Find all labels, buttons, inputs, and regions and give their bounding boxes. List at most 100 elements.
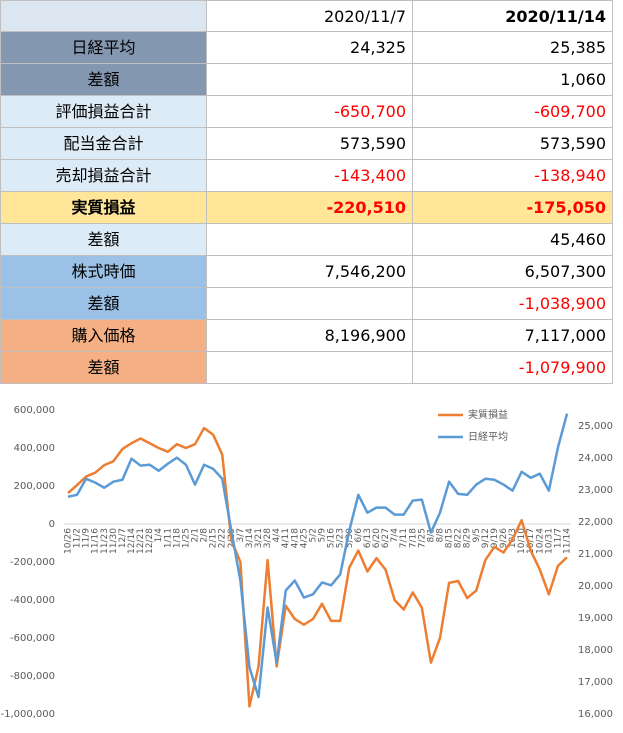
x-tick-label: 7/18 [408,528,418,548]
table-row: 実質損益 -220,510 -175,050 [0,192,613,224]
y-tick-label: 200,000 [14,481,55,492]
value-cell: 573,590 [413,128,613,160]
row-label: 配当金合計 [0,128,207,160]
x-tick-label: 9/19 [490,528,500,548]
x-tick-label: 2/22 [218,528,228,548]
y-tick-label: -400,000 [10,595,55,606]
x-tick-label: 10/24 [535,528,545,554]
y-tick-label: 0 [49,519,55,530]
y-tick-label: 400,000 [14,443,55,454]
x-tick-label: 5/23 [336,528,346,548]
x-tick-label: 4/25 [299,528,309,548]
header-row: 2020/11/7 2020/11/14 [0,0,613,32]
x-tick-label: 8/29 [463,528,473,548]
x-tick-label: 8/15 [445,528,455,548]
x-tick-label: 3/7 [236,528,246,542]
row-label: 評価損益合計 [0,96,207,128]
x-tick-label: 7/4 [390,528,400,543]
x-tick-label: 12/7 [118,528,128,548]
x-tick-label: 11/2 [73,528,83,548]
value-cell: 8,196,900 [207,320,413,352]
row-label: 購入価格 [0,320,207,352]
y-tick-label: -600,000 [10,633,55,644]
y-tick-label: 600,000 [14,405,55,416]
header-cell [0,0,207,32]
value-cell: 24,325 [207,32,413,64]
table: 2020/11/7 2020/11/14 日経平均 24,325 25,385 差額 1,0… [0,0,613,384]
y-tick-label: -1,000,000 [0,709,55,720]
x-tick-label: 12/14 [127,528,137,554]
value-cell: -609,700 [413,96,613,128]
header-cell: 2020/11/7 [207,0,413,32]
x-tick-label: 12/28 [145,528,155,554]
x-tick-label: 1/18 [172,528,182,548]
x-tick-label: 5/16 [327,528,337,548]
table-row: 評価損益合計 -650,700 -609,700 [0,96,613,128]
y2-tick-label: 17,000 [578,677,613,688]
row-label: 売却損益合計 [0,160,207,192]
value-cell: -143,400 [207,160,413,192]
x-tick-label: 5/30 [345,528,355,548]
value-cell [207,64,413,96]
x-tick-label: 8/8 [435,528,445,543]
x-tick-label: 3/14 [245,528,255,548]
x-tick-label: 2/15 [209,528,219,548]
y-tick-label: -200,000 [10,557,55,568]
x-tick-label: 2/8 [200,528,210,543]
table-row: 株式時価 7,546,200 6,507,300 [0,256,613,288]
x-tick-label: 1/4 [154,528,164,543]
value-cell [207,352,413,384]
legend-label: 実質損益 [468,408,508,421]
row-label: 差額 [0,288,207,320]
x-tick-label: 10/26 [64,528,74,554]
value-cell [207,224,413,256]
y2-tick-label: 21,000 [578,549,613,560]
x-tick-label: 9/26 [499,528,509,548]
value-cell: -650,700 [207,96,413,128]
chart: -1,000,000 -800,000 -600,000 -400,000 -200,0… [0,405,613,720]
value-cell: -1,079,900 [413,352,613,384]
value-cell [207,288,413,320]
table-row: 日経平均 24,325 25,385 [0,32,613,64]
x-tick-label: 10/31 [544,528,554,554]
row-label: 株式時価 [0,256,207,288]
row-label: 実質損益 [0,192,207,224]
table-row: 差額 -1,038,900 [0,288,613,320]
x-tick-label: 3/28 [263,528,273,548]
x-tick-label: 6/6 [354,528,364,543]
x-tick-label: 1/11 [163,528,173,548]
header-cell: 2020/11/14 [413,0,613,32]
x-tick-label: 6/13 [363,528,373,548]
x-tick-label: 4/18 [290,528,300,548]
x-tick-label: 1/25 [181,528,191,548]
y-tick-label: -800,000 [10,671,55,682]
x-tick-label: 10/17 [526,528,536,554]
x-tick-label: 8/22 [454,528,464,548]
x-tick-label: 7/25 [417,528,427,548]
x-tick-label: 9/12 [481,528,491,548]
y2-tick-label: 19,000 [578,613,613,624]
value-cell: 45,460 [413,224,613,256]
value-cell: -138,940 [413,160,613,192]
x-tick-label: 6/20 [372,528,382,548]
x-tick-label: 11/9 [82,528,92,548]
x-tick-label: 5/2 [308,528,318,542]
x-tick-label: 6/27 [381,528,391,548]
table-row: 差額 1,060 [0,64,613,96]
series-line [67,426,568,708]
x-tick-label: 11/7 [553,528,563,548]
y2-tick-label: 20,000 [578,581,613,592]
table-row: 配当金合計 573,590 573,590 [0,128,613,160]
value-cell: 25,385 [413,32,613,64]
x-tick-label: 11/16 [91,528,101,554]
row-label: 差額 [0,352,207,384]
row-label: 差額 [0,64,207,96]
x-tick-label: 10/10 [517,528,527,554]
value-cell: 573,590 [207,128,413,160]
value-cell: 7,546,200 [207,256,413,288]
table-row: 売却損益合計 -143,400 -138,940 [0,160,613,192]
value-cell: 1,060 [413,64,613,96]
value-cell: -1,038,900 [413,288,613,320]
table-row: 差額 45,460 [0,224,613,256]
